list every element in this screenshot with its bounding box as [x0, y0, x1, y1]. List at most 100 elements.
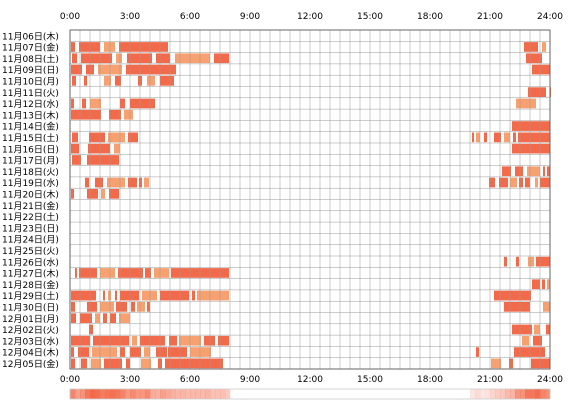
activity-bar — [489, 177, 495, 188]
summary-cell — [540, 389, 546, 399]
summary-cell — [120, 389, 126, 399]
activity-bar — [494, 132, 501, 143]
activity-bar — [156, 347, 167, 357]
activity-bar — [72, 132, 78, 143]
activity-bar — [141, 358, 151, 369]
summary-cell — [200, 389, 206, 399]
activity-bar — [528, 87, 546, 97]
activity-bar — [142, 290, 157, 301]
row-label: 11月28日(金) — [2, 279, 59, 291]
x-tick-label-top: 18:00 — [417, 12, 443, 22]
activity-bar — [512, 324, 532, 335]
activity-bar — [524, 42, 538, 52]
row-label: 11月25日(火) — [2, 246, 59, 257]
activity-bar — [519, 177, 523, 188]
activity-bar — [100, 302, 114, 312]
activity-bar — [534, 324, 540, 335]
activity-bar — [104, 358, 122, 369]
activity-bar — [516, 256, 519, 267]
activity-bar — [140, 335, 165, 346]
summary-cell — [90, 389, 96, 399]
activity-bar — [169, 335, 177, 346]
summary-cell — [225, 389, 231, 399]
x-tick-label-bottom: 24:00 — [537, 375, 563, 385]
summary-cell — [160, 389, 166, 399]
activity-bar — [510, 177, 517, 188]
row-label: 11月24日(月) — [2, 235, 59, 246]
activity-bar — [502, 166, 511, 177]
activity-bar — [104, 42, 115, 52]
activity-bar — [476, 347, 479, 357]
activity-bar — [504, 132, 510, 143]
activity-bar — [542, 279, 545, 290]
activity-bar — [108, 132, 125, 143]
summary-cell — [205, 389, 211, 399]
activity-bar — [543, 166, 545, 177]
row-label: 11月20日(木) — [2, 189, 59, 201]
summary-cell — [470, 389, 476, 399]
summary-cell — [70, 389, 76, 399]
activity-bar — [109, 109, 121, 120]
summary-cell — [135, 389, 141, 399]
summary-cell — [190, 389, 196, 399]
summary-cell — [95, 389, 101, 399]
activity-bar — [93, 335, 129, 346]
activity-bar — [87, 155, 119, 165]
x-tick-label-bottom: 6:00 — [180, 375, 200, 385]
row-label: 11月27日(木) — [2, 268, 59, 280]
summary-cell — [480, 389, 486, 399]
activity-bar — [71, 143, 79, 154]
activity-bar — [126, 64, 176, 75]
activity-bar — [165, 358, 223, 369]
x-tick-label-top: 6:00 — [180, 12, 200, 22]
activity-bar — [87, 189, 98, 199]
activity-bar — [115, 76, 121, 86]
activity-bar — [504, 256, 507, 267]
activity-bar — [101, 189, 105, 199]
row-label: 11月26日(水) — [2, 256, 59, 268]
activity-bar — [100, 268, 115, 278]
activity-bar — [527, 166, 540, 177]
activity-bar — [513, 132, 516, 143]
x-tick-label-bottom: 18:00 — [417, 375, 443, 385]
activity-bar — [160, 76, 174, 86]
activity-bar — [156, 53, 170, 64]
activity-bar — [144, 177, 149, 188]
activity-bar — [515, 166, 523, 177]
activity-bar — [147, 76, 155, 86]
row-label: 12月05日(金) — [2, 358, 59, 370]
activity-bar — [71, 42, 75, 52]
summary-cell — [500, 389, 506, 399]
summary-cell — [520, 389, 526, 399]
activity-bar — [91, 358, 101, 369]
summary-cell — [220, 389, 226, 399]
activity-bar — [197, 290, 229, 301]
activity-bar — [95, 177, 103, 188]
activity-bar — [120, 290, 139, 301]
activity-bar — [472, 132, 474, 143]
summary-cell — [85, 389, 91, 399]
activity-bar — [139, 177, 142, 188]
summary-cell — [525, 389, 531, 399]
activity-bar — [192, 290, 195, 301]
activity-bar — [147, 302, 150, 312]
activity-bar — [82, 98, 86, 109]
activity-bar — [75, 268, 77, 278]
activity-bar — [71, 302, 75, 312]
activity-bar — [103, 290, 105, 301]
summary-cell — [170, 389, 176, 399]
x-tick-label-top: 15:00 — [357, 12, 383, 22]
x-tick-label-bottom: 3:00 — [120, 375, 140, 385]
row-label: 12月03日(水) — [2, 335, 59, 347]
activity-bar — [543, 302, 550, 312]
activity-bar — [92, 347, 117, 357]
activity-bar — [214, 53, 229, 64]
x-tick-label-bottom: 9:00 — [240, 375, 260, 385]
activity-bar — [526, 53, 542, 64]
activity-bar — [516, 98, 536, 109]
summary-cell — [185, 389, 191, 399]
summary-cell — [145, 389, 151, 399]
activity-bar — [107, 177, 125, 188]
summary-border — [69, 388, 551, 400]
